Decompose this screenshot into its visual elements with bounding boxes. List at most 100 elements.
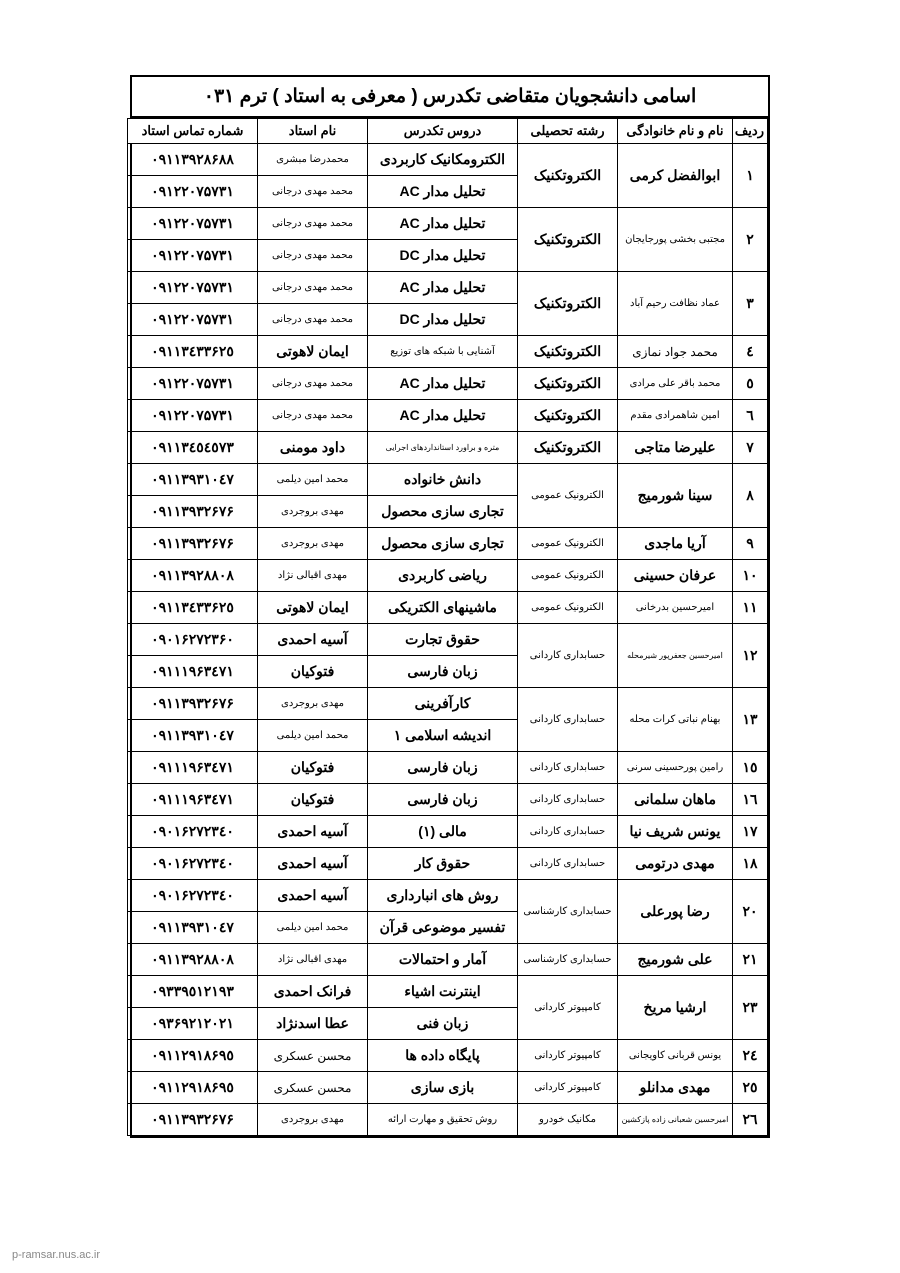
table-row: ۲٤یونس قربانی کاویجانیکامپیوتر کاردانیپا… [128, 1040, 768, 1072]
cell-idx: ۲۱ [733, 944, 768, 976]
table-row: ۱٥رامین پورحسینی سرنیحسابداری کاردانیزبا… [128, 752, 768, 784]
cell-teacher: مهدی بروجردی [258, 528, 368, 560]
col-header-idx: ردیف [733, 119, 768, 144]
cell-name: رضا پورعلی [618, 880, 733, 944]
cell-teacher: ایمان لاهوتی [258, 336, 368, 368]
col-header-major: رشته تحصیلی [518, 119, 618, 144]
cell-course: دانش خانواده [368, 464, 518, 496]
cell-idx: ۱۲ [733, 624, 768, 688]
cell-teacher: محمد مهدی درجانی [258, 304, 368, 336]
cell-course: زبان فارسی [368, 752, 518, 784]
table-row: ۲٥مهدی مدانلوکامپیوتر کاردانیبازی سازیمح… [128, 1072, 768, 1104]
cell-major: حسابداری کاردانی [518, 688, 618, 752]
cell-major: الکترونیک عمومی [518, 464, 618, 528]
cell-course: اندیشه اسلامی ۱ [368, 720, 518, 752]
cell-phone: ۰۹۰۱۶۲۷۲۳٤۰ [128, 880, 258, 912]
cell-teacher: محسن عسکری [258, 1040, 368, 1072]
cell-major: حسابداری کاردانی [518, 816, 618, 848]
cell-phone: ۰۹۱۱۳۹۳۲۶۷۶ [128, 496, 258, 528]
cell-major: الکترونیک عمومی [518, 560, 618, 592]
table-row: ۹آریا ماجدیالکترونیک عمومیتجاری سازی محص… [128, 528, 768, 560]
cell-idx: ۱۳ [733, 688, 768, 752]
cell-teacher: آسیه احمدی [258, 848, 368, 880]
cell-teacher: فتوکیان [258, 752, 368, 784]
table-row: ٥محمد باقر علی مرادیالکتروتکنیکتحلیل مدا… [128, 368, 768, 400]
cell-idx: ۲٤ [733, 1040, 768, 1072]
cell-teacher: محمد امین دیلمی [258, 720, 368, 752]
cell-idx: ۲٦ [733, 1104, 768, 1136]
cell-name: ارشیا مریخ [618, 976, 733, 1040]
cell-teacher: فرانک احمدی [258, 976, 368, 1008]
table-row: ۱۰عرفان حسینیالکترونیک عمومیریاضی کاربرد… [128, 560, 768, 592]
cell-idx: ۱٦ [733, 784, 768, 816]
cell-teacher: فتوکیان [258, 784, 368, 816]
cell-course: بازی سازی [368, 1072, 518, 1104]
cell-name: مهدی مدانلو [618, 1072, 733, 1104]
table-body: ۱ابوالفضل کرمیالکتروتکنیکالکترومکانیک کا… [128, 144, 768, 1136]
col-header-name: نام و نام خانوادگی [618, 119, 733, 144]
cell-phone: ۰۹۱۲۲۰۷۵۷۳۱ [128, 368, 258, 400]
table-row: ۲مجتبی بخشی پورجایجانالکتروتکنیکتحلیل مد… [128, 208, 768, 240]
cell-teacher: محمد مهدی درجانی [258, 208, 368, 240]
cell-course: آمار و احتمالات [368, 944, 518, 976]
col-header-course: دروس تکدرس [368, 119, 518, 144]
cell-teacher: محمد مهدی درجانی [258, 400, 368, 432]
cell-course: آشنایی با شبکه های توزیع [368, 336, 518, 368]
cell-name: بهنام نباتی کرات محله [618, 688, 733, 752]
cell-phone: ۰۹۱۱۳۹۳۱۰٤۷ [128, 720, 258, 752]
cell-name: علی شورمیج [618, 944, 733, 976]
cell-teacher: مهدی بروجردی [258, 496, 368, 528]
cell-course: تحلیل مدار AC [368, 208, 518, 240]
cell-course: حقوق کار [368, 848, 518, 880]
cell-teacher: محمدرضا مبشری [258, 144, 368, 176]
table-row: ۱۷یونس شریف نیاحسابداری کاردانیمالی (۱)آ… [128, 816, 768, 848]
cell-name: امیرحسین شعبانی زاده پازکشین [618, 1104, 733, 1136]
cell-teacher: محمد مهدی درجانی [258, 272, 368, 304]
cell-name: علیرضا متاجی [618, 432, 733, 464]
cell-course: متره و براورد استانداردهای اجرایی [368, 432, 518, 464]
cell-phone: ۰۹۱۱۱۹۶۳٤۷۱ [128, 656, 258, 688]
cell-teacher: مهدی بروجردی [258, 688, 368, 720]
table-row: ۳عماد نظافت رحیم آبادالکتروتکنیکتحلیل مد… [128, 272, 768, 304]
table-row: ٦امین شاهمرادی مقدمالکتروتکنیکتحلیل مدار… [128, 400, 768, 432]
cell-name: محمد جواد نمازی [618, 336, 733, 368]
cell-teacher: محمد مهدی درجانی [258, 240, 368, 272]
cell-teacher: آسیه احمدی [258, 624, 368, 656]
cell-phone: ۰۹۱۱۲۹۱۸۶۹٥ [128, 1040, 258, 1072]
cell-idx: ۱۷ [733, 816, 768, 848]
cell-idx: ۲ [733, 208, 768, 272]
cell-major: الکتروتکنیک [518, 272, 618, 336]
cell-major: الکتروتکنیک [518, 400, 618, 432]
table-row: ۲۰رضا پورعلیحسابداری کارشناسیروش های انب… [128, 880, 768, 912]
cell-phone: ۰۹۱۱۳۹۳۱۰٤۷ [128, 912, 258, 944]
cell-course: حقوق تجارت [368, 624, 518, 656]
cell-name: ابوالفضل کرمی [618, 144, 733, 208]
cell-major: حسابداری کاردانی [518, 784, 618, 816]
student-table-container: اسامی دانشجویان متقاضی تکدرس ( معرفی به … [130, 75, 770, 1138]
cell-major: کامپیوتر کاردانی [518, 1072, 618, 1104]
cell-teacher: داود مومنی [258, 432, 368, 464]
cell-idx: ۱۰ [733, 560, 768, 592]
table-row: ۲۱علی شورمیجحسابداری کارشناسیآمار و احتم… [128, 944, 768, 976]
cell-course: تحلیل مدار DC [368, 240, 518, 272]
cell-idx: ۱ [733, 144, 768, 208]
cell-name: یونس قربانی کاویجانی [618, 1040, 733, 1072]
cell-teacher: محمد مهدی درجانی [258, 368, 368, 400]
cell-idx: ٦ [733, 400, 768, 432]
cell-course: تفسیر موضوعی قرآن [368, 912, 518, 944]
cell-course: روش های انبارداری [368, 880, 518, 912]
cell-idx: ۲۰ [733, 880, 768, 944]
cell-course: تحلیل مدار AC [368, 368, 518, 400]
cell-idx: ۱۱ [733, 592, 768, 624]
cell-phone: ۰۹۱۱۳٤٥٤٥۷۳ [128, 432, 258, 464]
cell-major: مکانیک خودرو [518, 1104, 618, 1136]
cell-course: مالی (۱) [368, 816, 518, 848]
cell-course: زبان فنی [368, 1008, 518, 1040]
cell-major: الکتروتکنیک [518, 432, 618, 464]
footer-url: p-ramsar.nus.ac.ir [12, 1249, 100, 1261]
table-row: ۱٦ماهان سلمانیحسابداری کاردانیزبان فارسی… [128, 784, 768, 816]
cell-name: عماد نظافت رحیم آباد [618, 272, 733, 336]
cell-course: الکترومکانیک کاربردی [368, 144, 518, 176]
cell-course: پایگاه داده ها [368, 1040, 518, 1072]
cell-major: الکتروتکنیک [518, 144, 618, 208]
